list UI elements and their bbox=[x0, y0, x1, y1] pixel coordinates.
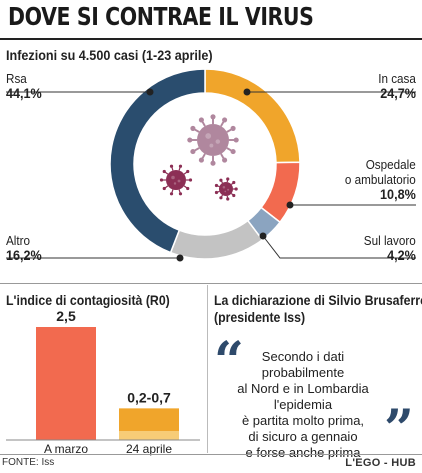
label-in-casa-value: 24,7% bbox=[380, 85, 416, 101]
virus-small-icon bbox=[214, 177, 238, 201]
brand-credit: L'EGO - HUB bbox=[345, 457, 416, 469]
bar-category-label: A marzo bbox=[44, 442, 88, 456]
page-title: DOVE SI CONTRAE IL VIRUS bbox=[8, 2, 314, 31]
label-lavoro: Sul lavoro 4,2% bbox=[364, 233, 416, 263]
label-lavoro-name: Sul lavoro bbox=[363, 233, 416, 248]
dot-lavoro bbox=[259, 232, 267, 240]
quote-text: Secondo i dati probabilmente al Nord e i… bbox=[228, 349, 378, 461]
title-rule bbox=[0, 38, 422, 40]
bar-value-label: 0,2-0,7 bbox=[127, 389, 171, 405]
label-altro-name: Altro bbox=[6, 233, 31, 248]
label-rsa-name: Rsa bbox=[6, 71, 27, 86]
r0-bar-chart: 2,5 A marzo 0,2-0,7 24 aprile bbox=[6, 308, 200, 456]
leader-lavoro bbox=[262, 235, 416, 259]
donut-slice-rsa bbox=[109, 68, 206, 254]
label-ospedale-name1: Ospedale bbox=[365, 157, 416, 172]
virus-big-icon bbox=[187, 114, 239, 166]
label-in-casa-name: In casa bbox=[378, 71, 416, 86]
source-note: FONTE: Iss bbox=[2, 457, 55, 468]
dot-rsa bbox=[146, 88, 154, 96]
open-quote-icon: “ bbox=[214, 331, 244, 392]
label-ospedale-name2: o ambulatorio bbox=[345, 172, 416, 187]
label-lavoro-value: 4,2% bbox=[387, 247, 416, 263]
bar-category-label: 24 aprile bbox=[126, 442, 172, 456]
quote-heading-line1: La dichiarazione di Silvio Brusaferro bbox=[214, 292, 422, 308]
donut-chart bbox=[6, 68, 416, 262]
leader-lines bbox=[6, 91, 416, 259]
bar-range-low bbox=[119, 430, 179, 440]
label-ospedale-value: 10,8% bbox=[380, 186, 416, 202]
label-ospedale: Ospedale o ambulatorio 10,8% bbox=[345, 157, 416, 202]
label-altro: Altro 16,2% bbox=[6, 233, 42, 263]
footer-rule bbox=[0, 454, 422, 455]
quote-line: e forse anche prima bbox=[245, 445, 361, 460]
donut-slices bbox=[109, 68, 301, 260]
quote-heading: La dichiarazione di Silvio Brusaferro (p… bbox=[214, 292, 422, 326]
dot-altro bbox=[176, 254, 184, 262]
dot-ospedale bbox=[286, 201, 294, 209]
quote-heading-line2: (presidente Iss) bbox=[214, 309, 306, 325]
bar-a-marzo bbox=[36, 327, 96, 440]
quote-line: al Nord e in Lombardia l'epidemia bbox=[237, 381, 369, 412]
label-altro-value: 16,2% bbox=[6, 247, 42, 263]
quote-line: Secondo i dati probabilmente bbox=[261, 349, 345, 380]
dot-in-casa bbox=[243, 88, 251, 96]
column-divider bbox=[207, 285, 208, 453]
bar-marks: 2,5 A marzo 0,2-0,7 24 aprile bbox=[36, 308, 179, 456]
donut-subtitle: Infezioni su 4.500 casi (1-23 aprile) bbox=[6, 47, 213, 63]
label-rsa-value: 44,1% bbox=[6, 85, 42, 101]
leader-dots bbox=[146, 88, 294, 262]
bar-value-label: 2,5 bbox=[56, 308, 76, 324]
section-divider bbox=[0, 283, 422, 284]
close-quote-icon: ” bbox=[384, 399, 414, 460]
label-in-casa: In casa 24,7% bbox=[378, 71, 416, 101]
r0-title: L'indice di contagiosità (R0) bbox=[6, 292, 170, 308]
quote-line: è partita molto prima, bbox=[241, 413, 365, 428]
quote-line: di sicuro a gennaio bbox=[248, 429, 358, 444]
virus-small-icon bbox=[159, 164, 193, 196]
label-rsa: Rsa 44,1% bbox=[6, 71, 42, 101]
